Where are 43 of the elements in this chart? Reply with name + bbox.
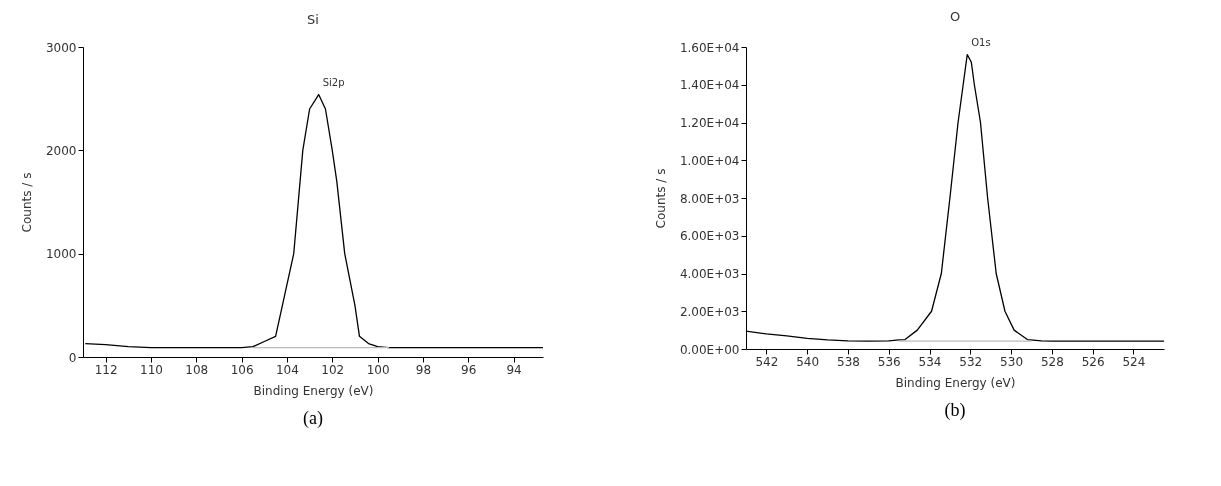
text: (b) [944, 400, 966, 421]
chart-title: Si [307, 12, 319, 27]
x-tick-label: 542 [755, 354, 779, 369]
y-tick-label: 1.40E+04 [679, 78, 740, 93]
x-tick-label: 530 [1000, 354, 1024, 369]
x-tick-label: 532 [959, 354, 983, 369]
x-tick-label: 534 [918, 354, 942, 369]
y-tick-label: 8.00E+03 [679, 191, 740, 206]
x-tick-label: 540 [796, 354, 820, 369]
y-tick-label: 2.00E+03 [679, 304, 740, 319]
x-tick-label: 94 [506, 362, 522, 377]
y-tick-label: 3000 [45, 40, 77, 55]
x-tick-label: 98 [415, 362, 432, 377]
y-tick-label: 0.00E+00 [679, 342, 740, 357]
y-tick-label: 2000 [45, 143, 77, 158]
x-axis-title: Binding Energy (eV) [895, 375, 1016, 390]
x-tick-label: 112 [94, 362, 118, 377]
x-tick-label: 538 [837, 354, 860, 369]
x-tick-label: 100 [366, 362, 390, 377]
x-tick-label: 102 [321, 362, 345, 377]
y-tick-label: 4.00E+03 [679, 267, 740, 281]
chart-title: O [949, 8, 961, 24]
x-tick-label: 108 [185, 362, 209, 377]
annotation: Si2p [322, 76, 345, 88]
y-tick-label: 1.00E+04 [679, 153, 740, 168]
y-tick-label: 1000 [45, 247, 77, 262]
x-tick-label: 96 [461, 362, 477, 377]
y-tick-label: 1.20E+04 [679, 116, 740, 130]
y-axis-title: Counts / s [653, 168, 668, 229]
x-tick-label: 526 [1081, 354, 1105, 369]
text: (a) [303, 408, 323, 429]
x-tick-label: 104 [275, 362, 299, 377]
x-tick-label: 524 [1122, 354, 1146, 369]
x-tick-label: 110 [140, 362, 163, 377]
y-axis-title: Counts / s [19, 172, 34, 233]
x-tick-label: 536 [877, 354, 901, 369]
x-axis-title: Binding Energy (eV) [253, 383, 374, 398]
y-tick-label: 1.60E+04 [679, 40, 740, 55]
annotation: O1s [971, 36, 991, 48]
x-tick-label: 106 [230, 362, 254, 377]
x-tick-label: 528 [1040, 354, 1064, 369]
y-tick-label: 6.00E+03 [679, 229, 740, 244]
y-tick-label: 0 [68, 350, 77, 365]
